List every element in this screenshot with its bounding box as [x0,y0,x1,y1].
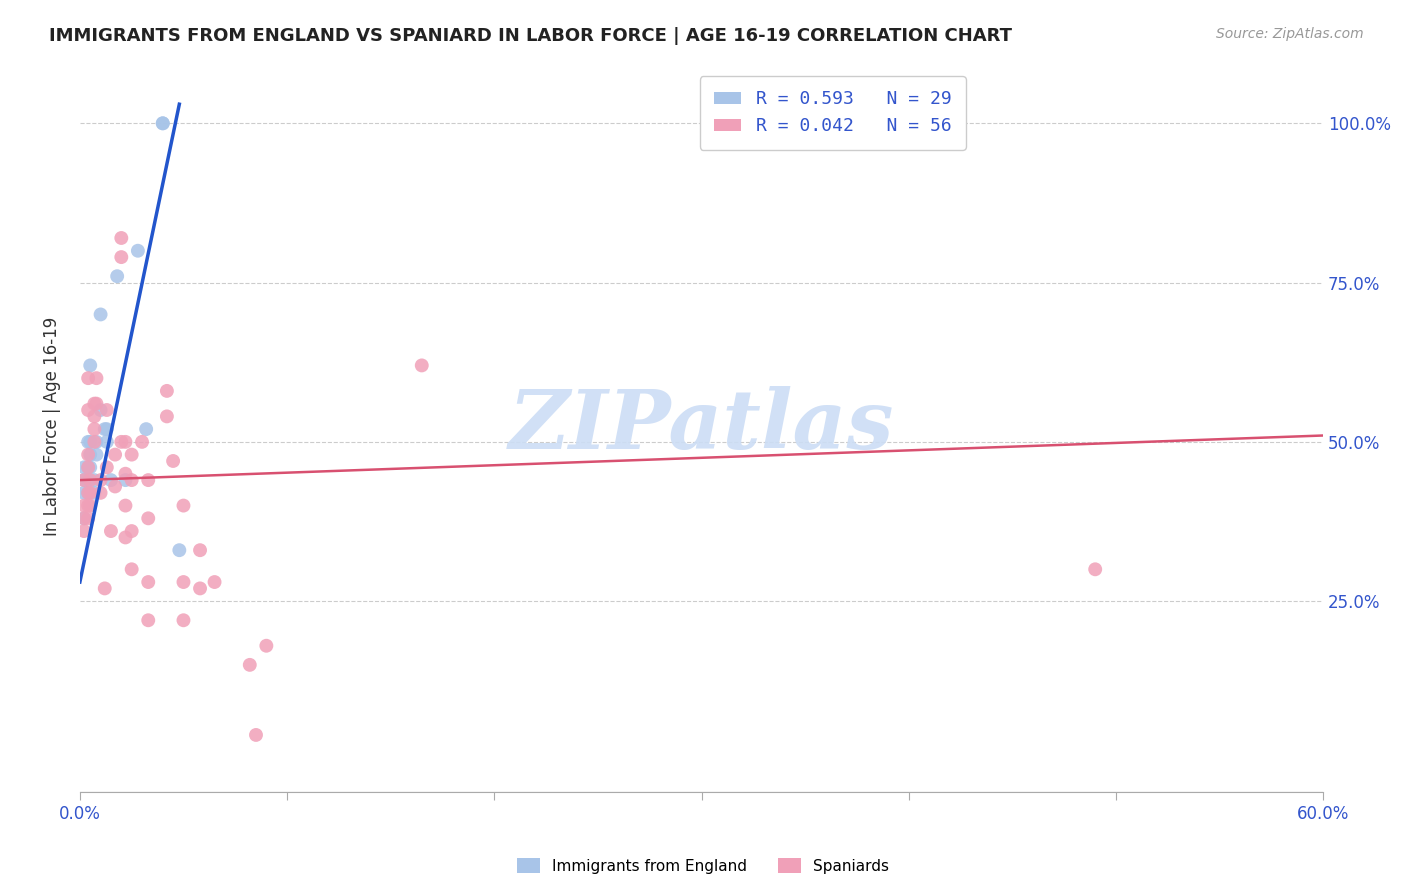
Point [121,448,143,462]
Point [90,308,112,322]
Point [169,543,191,558]
Point [1084,562,1107,576]
Point [114,531,136,545]
Point [152,116,174,130]
Point [114,499,136,513]
Point [83,409,105,424]
Point [156,409,179,424]
Point [90,403,112,417]
Y-axis label: In Labor Force | Age 16-19: In Labor Force | Age 16-19 [44,317,60,535]
Point [77,486,100,500]
Point [86,371,108,385]
Point [93,422,115,436]
Point [77,473,100,487]
Point [86,448,108,462]
Point [79,486,101,500]
Point [835,116,858,130]
Point [100,524,122,538]
Point [77,403,100,417]
Point [77,371,100,385]
Point [83,422,105,436]
Point [77,448,100,462]
Point [100,473,122,487]
Point [172,575,194,590]
Point [204,575,226,590]
Point [172,499,194,513]
Point [254,639,277,653]
Point [121,562,143,576]
Point [239,657,262,672]
Point [114,467,136,481]
Point [73,524,96,538]
Point [77,460,100,475]
Point [104,479,127,493]
Point [131,434,153,449]
Point [79,448,101,462]
Point [77,434,100,449]
Point [86,434,108,449]
Point [156,384,179,398]
Point [96,434,118,449]
Point [83,397,105,411]
Point [83,434,105,449]
Legend: R = 0.593   N = 29, R = 0.042   N = 56: R = 0.593 N = 29, R = 0.042 N = 56 [700,76,966,150]
Point [83,486,105,500]
Point [188,582,211,596]
Point [121,473,143,487]
Point [73,511,96,525]
Point [136,473,159,487]
Point [121,524,143,538]
Point [96,460,118,475]
Point [73,473,96,487]
Point [90,473,112,487]
Point [110,250,132,264]
Point [105,269,128,284]
Point [77,499,100,513]
Point [79,460,101,475]
Point [411,359,433,373]
Point [77,486,100,500]
Point [79,473,101,487]
Text: Source: ZipAtlas.com: Source: ZipAtlas.com [1216,27,1364,41]
Point [77,511,100,525]
Text: IMMIGRANTS FROM ENGLAND VS SPANIARD IN LABOR FORCE | AGE 16-19 CORRELATION CHART: IMMIGRANTS FROM ENGLAND VS SPANIARD IN L… [49,27,1012,45]
Point [83,473,105,487]
Point [79,434,101,449]
Point [73,460,96,475]
Point [110,231,132,245]
Point [73,473,96,487]
Point [110,434,132,449]
Point [86,397,108,411]
Point [104,448,127,462]
Point [96,403,118,417]
Point [93,582,115,596]
Point [77,460,100,475]
Point [172,613,194,627]
Point [114,434,136,449]
Point [114,473,136,487]
Point [136,575,159,590]
Point [136,511,159,525]
Point [152,116,174,130]
Point [90,486,112,500]
Point [245,728,267,742]
Legend: Immigrants from England, Spaniards: Immigrants from England, Spaniards [510,852,896,880]
Point [162,454,184,468]
Point [96,422,118,436]
Point [136,613,159,627]
Point [73,486,96,500]
Point [188,543,211,558]
Point [127,244,149,258]
Point [135,422,157,436]
Point [79,359,101,373]
Text: ZIPatlas: ZIPatlas [509,386,894,466]
Point [79,499,101,513]
Point [73,511,96,525]
Point [73,499,96,513]
